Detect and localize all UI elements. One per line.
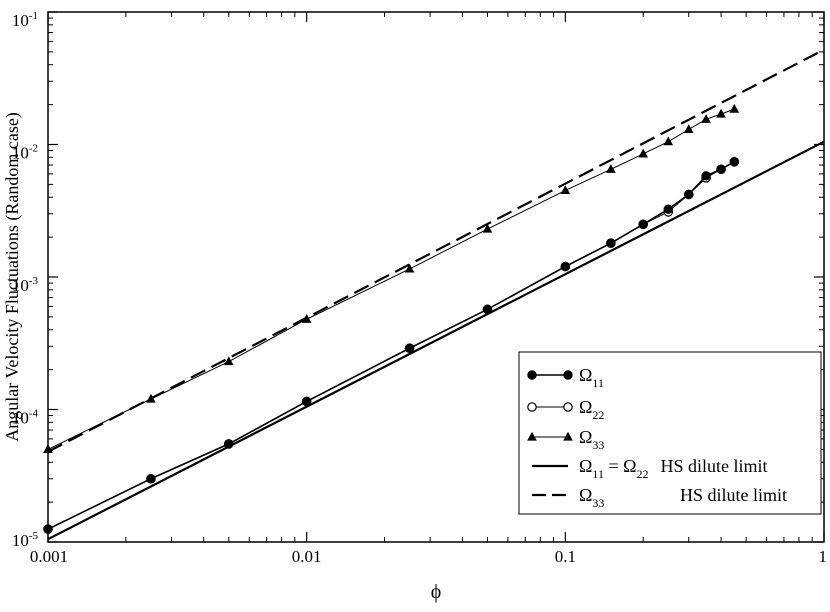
x-tick-label: 1 [819, 547, 828, 566]
series-33-hs-dilute-limit [47, 48, 825, 453]
legend-marker [563, 402, 573, 412]
data-point [683, 124, 694, 134]
legend-marker [527, 370, 537, 380]
legend-item: Ω22 [527, 397, 604, 422]
legend-label: Ω33 [579, 427, 604, 452]
legend-marker [527, 431, 537, 441]
series-33 [43, 103, 740, 453]
legend-label: Ω11 [579, 365, 604, 390]
data-point [701, 171, 711, 181]
legend-label: Ω11 = Ω22 HS dilute limit [579, 456, 768, 481]
y-tick-label: 10-2 [12, 143, 38, 163]
data-point [404, 263, 415, 273]
data-point [301, 314, 312, 323]
x-axis-label: ϕ [431, 581, 442, 603]
data-point [146, 474, 156, 484]
series-line [47, 48, 825, 453]
series-line [47, 140, 825, 541]
data-point [729, 103, 740, 113]
chart-axes: 0.001 0.01 0.1 1 10-5 10-4 10-3 10-2 10-1 [12, 10, 827, 566]
data-point [560, 185, 571, 195]
data-point [224, 356, 234, 366]
data-point [663, 136, 674, 146]
y-tick-label: 10-4 [12, 408, 39, 428]
legend-marker [563, 431, 573, 441]
legend-box [518, 351, 822, 515]
y-axis-label: Angular Velocity Fluctuations (Random ca… [2, 112, 23, 442]
data-point [638, 219, 648, 229]
data-point [560, 261, 571, 272]
x-tick-label: 0.1 [555, 547, 576, 566]
data-point [606, 164, 616, 173]
data-point [606, 238, 616, 248]
legend-label: Ω33 HS dilute limit [579, 485, 787, 510]
data-point [146, 393, 156, 403]
series-11 [43, 157, 739, 534]
legend-marker [527, 402, 537, 412]
data-point [729, 157, 739, 167]
data-point [663, 204, 673, 214]
y-tick-label: 10-3 [12, 275, 39, 295]
data-point [404, 343, 415, 353]
y-tick-label: 10-5 [12, 530, 39, 550]
data-point [482, 223, 493, 233]
legend-label: Ω22 [579, 397, 604, 422]
x-tick-label: 0.01 [292, 547, 322, 566]
data-point [701, 114, 711, 123]
legend: Ω11 Ω22 Ω33 Ω11 = Ω22 HS dilute limit Ω33 HS d… [518, 351, 822, 515]
y-tick-label: 10-1 [12, 10, 38, 30]
data-point [301, 396, 312, 407]
data-point [224, 439, 234, 449]
legend-marker [563, 370, 573, 380]
legend-item: Ω33 HS dilute limit [532, 485, 787, 510]
legend-item: Ω11 = Ω22 HS dilute limit [532, 456, 768, 481]
legend-item: Ω33 [527, 427, 604, 452]
data-point [638, 148, 648, 158]
data-point [716, 108, 726, 118]
chart-marks [43, 48, 825, 541]
x-tick-label: 0.001 [30, 547, 68, 566]
data-point [482, 304, 493, 315]
data-point [716, 164, 726, 174]
legend-item: Ω11 [527, 365, 604, 390]
series-11-22-hs-dilute-limit [47, 140, 825, 541]
data-point [684, 189, 694, 200]
